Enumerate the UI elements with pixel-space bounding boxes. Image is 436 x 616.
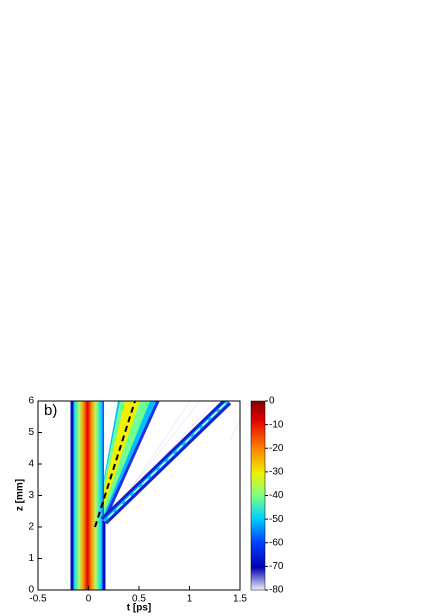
colorbar-tick-label: -10 — [269, 419, 284, 430]
fan-mid — [95, 401, 150, 527]
heatmap — [38, 401, 240, 590]
y-tick-label: 1 — [28, 553, 34, 564]
x-tick-label: 1.5 — [233, 594, 247, 605]
fan-edge — [102, 401, 160, 522]
x-axis-label: t [ps] — [127, 603, 151, 614]
y-tick-label: 3 — [28, 490, 34, 501]
y-tick-label: 0 — [28, 585, 34, 596]
y-tick-label: 2 — [28, 522, 34, 533]
x-tick-label: 0.5 — [132, 594, 146, 605]
panel-label: b) — [44, 402, 57, 419]
white-dashed-line — [107, 401, 229, 519]
central-beam — [71, 401, 104, 590]
black-dashed-line — [94, 401, 136, 528]
x-tick-label: 0 — [86, 594, 92, 605]
colorbar-tick-label: -30 — [269, 467, 284, 478]
colorbar-tick-label: -20 — [269, 443, 284, 454]
colorbar-tick-label: -70 — [269, 561, 284, 572]
colorbar-tick-label: 0 — [269, 396, 275, 407]
y-tick-label: 6 — [28, 396, 34, 407]
fan-inner — [95, 401, 140, 527]
colorbar-tick-label: -50 — [269, 514, 284, 525]
y-tick-label: 4 — [28, 459, 34, 470]
colorbar-tick-label: -80 — [269, 585, 284, 596]
colorbar — [250, 400, 266, 591]
x-tick-label: -0.5 — [29, 594, 47, 605]
x-tick-label: 1 — [187, 594, 193, 605]
y-tick-label: 5 — [28, 427, 34, 438]
y-axis-label: z [mm] — [15, 479, 26, 511]
colorbar-tick-label: -40 — [269, 490, 284, 501]
colorbar-tick-label: -60 — [269, 537, 284, 548]
